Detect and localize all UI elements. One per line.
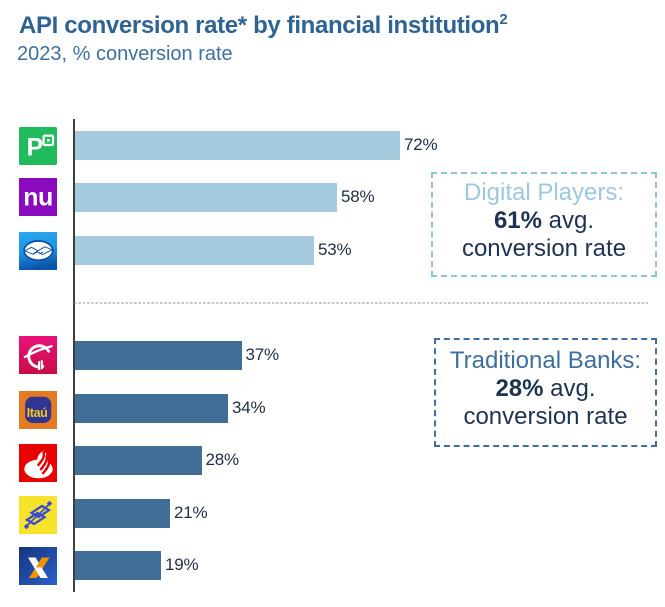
svg-text:Itaú: Itaú — [27, 406, 48, 420]
svg-text:P: P — [27, 134, 44, 162]
svg-text:nu: nu — [23, 184, 53, 212]
